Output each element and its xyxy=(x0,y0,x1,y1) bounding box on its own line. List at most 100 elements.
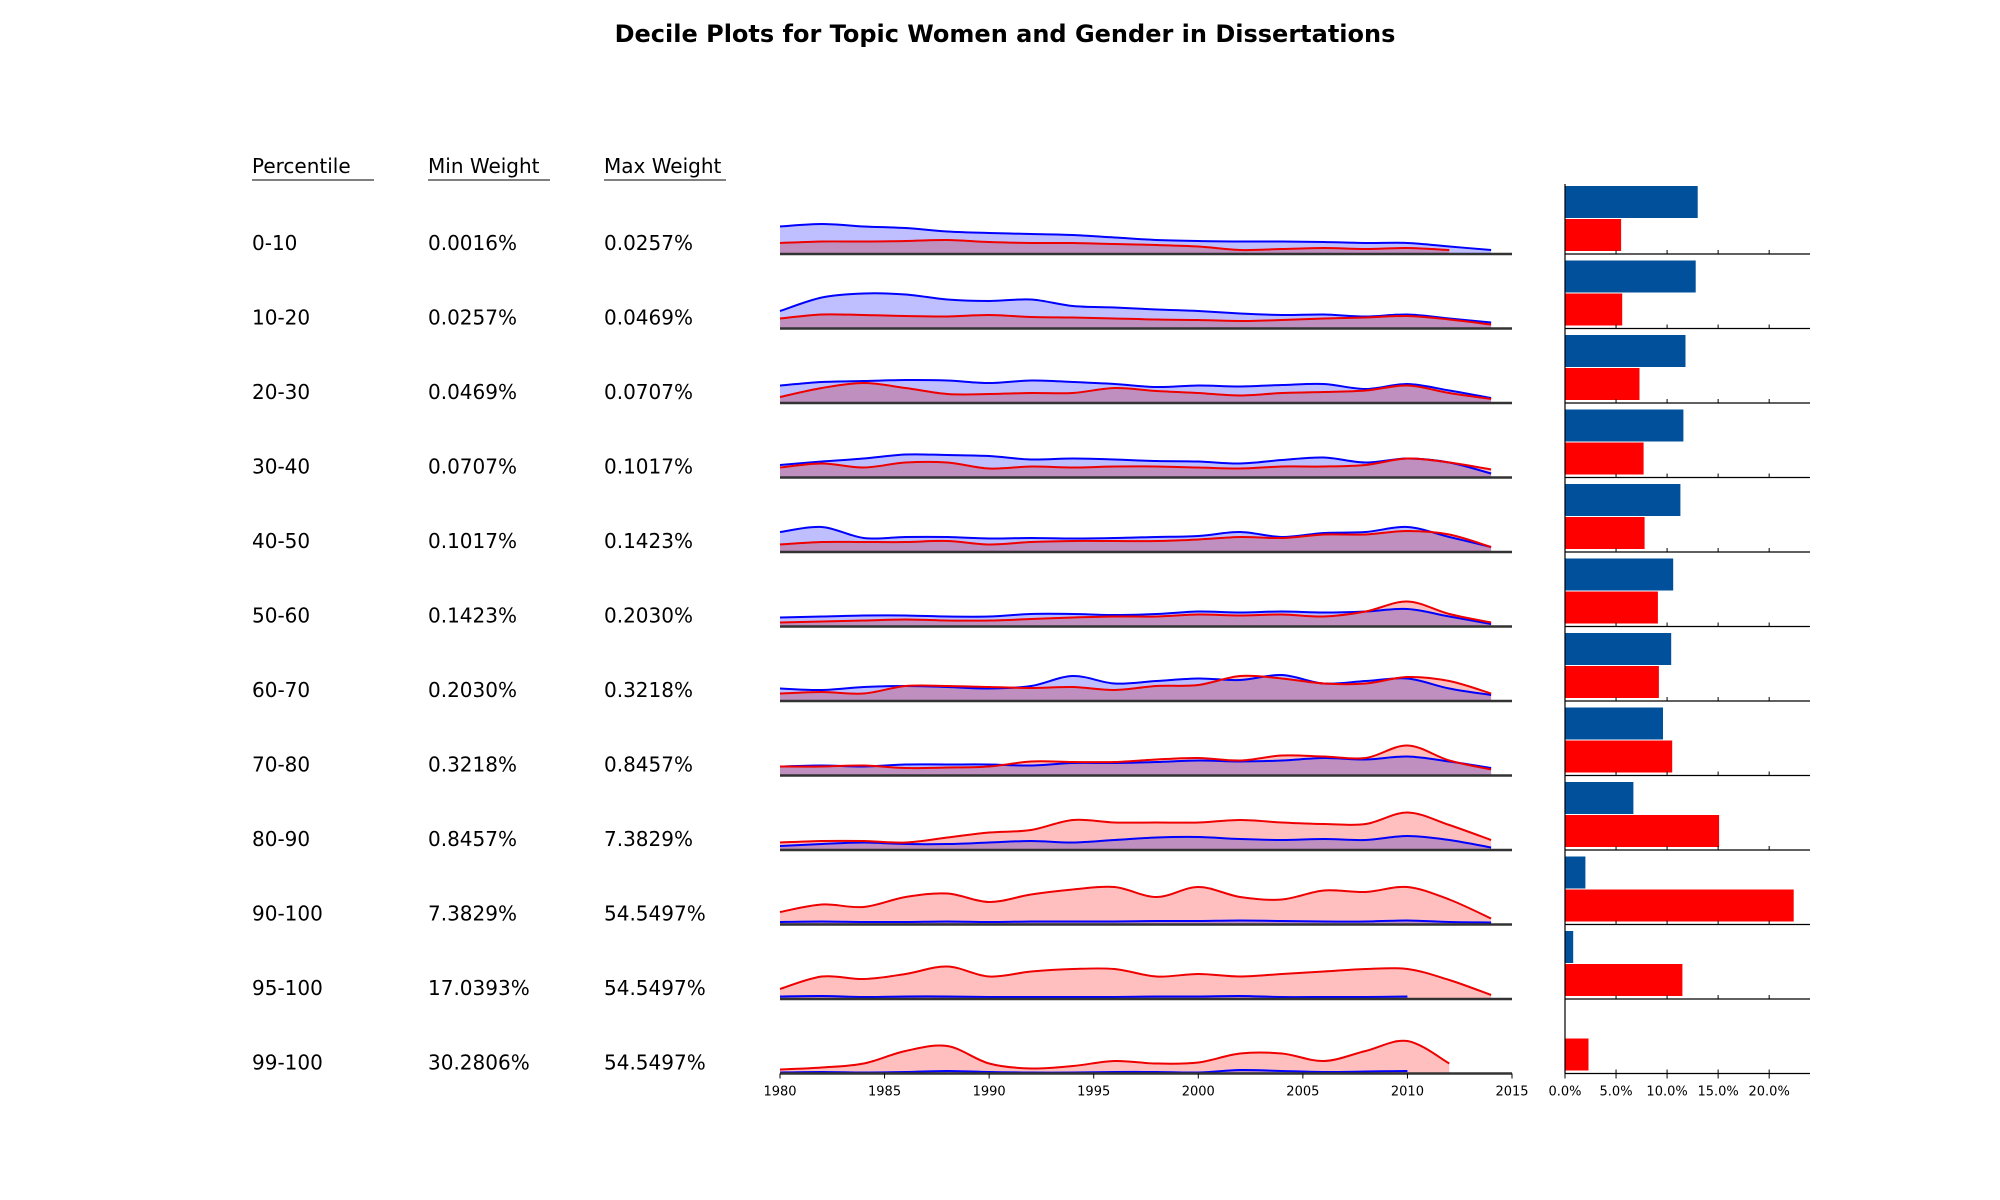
female-bar xyxy=(1565,517,1645,549)
male-bar xyxy=(1565,409,1684,442)
female-bar xyxy=(1565,442,1644,475)
percentile-cell: 20-30 xyxy=(252,380,310,404)
female-line xyxy=(779,674,1492,695)
female-line xyxy=(779,811,1492,844)
max-weight-cell: 54.5497% xyxy=(604,1051,706,1075)
percentile-cell: 80-90 xyxy=(252,827,310,851)
percentile-cell: 60-70 xyxy=(252,678,310,702)
male-line xyxy=(779,994,1408,999)
min-weight-cell: 0.2030% xyxy=(428,678,517,702)
min-weight-cell: 0.3218% xyxy=(428,753,517,777)
x-tick-label: 2015 xyxy=(1495,1085,1528,1100)
header-max-weight: Max Weight xyxy=(604,154,722,178)
max-weight-cell: 7.3829% xyxy=(604,827,693,851)
female-bar xyxy=(1565,740,1673,773)
male-bar xyxy=(1565,186,1698,218)
female-bar xyxy=(1565,964,1683,996)
male-bar xyxy=(1565,260,1696,293)
female-line xyxy=(779,238,1450,252)
percentile-cell: 30-40 xyxy=(252,455,310,479)
percentile-cell: 90-100 xyxy=(252,902,323,926)
min-weight-cell: 30.2806% xyxy=(428,1051,530,1075)
female-line xyxy=(779,965,1492,996)
male-line xyxy=(779,378,1492,399)
male-bar xyxy=(1565,707,1663,740)
max-weight-cell: 0.0707% xyxy=(604,380,693,404)
male-bar xyxy=(1565,633,1672,665)
female-line xyxy=(779,1039,1450,1071)
percentile-cell: 10-20 xyxy=(252,306,310,330)
female-bar xyxy=(1565,293,1623,326)
male-line xyxy=(779,453,1492,475)
female-line xyxy=(779,885,1492,920)
x-tick-label: 2000 xyxy=(1182,1085,1215,1100)
female-bar xyxy=(1565,666,1659,698)
female-area xyxy=(780,239,1450,254)
percentile-cell: 95-100 xyxy=(252,976,323,1000)
female-line xyxy=(779,313,1492,326)
min-weight-cell: 17.0393% xyxy=(428,976,530,1000)
female-line xyxy=(779,457,1492,471)
female-bar xyxy=(1565,368,1640,400)
female-bar xyxy=(1565,591,1658,624)
min-weight-cell: 0.8457% xyxy=(428,827,517,851)
female-area xyxy=(780,966,1492,999)
x-tick-label: 1980 xyxy=(763,1085,796,1100)
percentile-cell: 70-80 xyxy=(252,753,310,777)
min-weight-cell: 0.0257% xyxy=(428,306,517,330)
female-area xyxy=(780,383,1492,403)
max-weight-cell: 54.5497% xyxy=(604,976,706,1000)
female-bar xyxy=(1565,815,1720,847)
x-tick-label: 2005 xyxy=(1286,1085,1319,1100)
female-bar xyxy=(1565,219,1622,251)
x-tick-label: 1995 xyxy=(1077,1085,1110,1100)
male-line xyxy=(779,525,1492,548)
max-weight-cell: 0.0469% xyxy=(604,306,693,330)
axes-layer: 1980 1985 1990 1995 2000 2005 2010 2015 0.0% 5.0%… xyxy=(763,184,1790,1100)
header-min-weight: Min Weight xyxy=(428,154,540,178)
rows-layer: 0-10 0.0016% 0.0257% 10-20 0.0257% 0.0469% 20-… xyxy=(252,186,1810,1075)
male-line xyxy=(779,834,1492,849)
bar-tick-label: 0.0% xyxy=(1548,1085,1581,1100)
min-weight-cell: 7.3829% xyxy=(428,902,517,926)
x-tick-label: 1985 xyxy=(868,1085,901,1100)
female-area xyxy=(780,812,1492,850)
percentile-cell: 40-50 xyxy=(252,529,310,553)
header-percentile: Percentile xyxy=(252,154,351,178)
female-area xyxy=(780,314,1492,329)
female-area xyxy=(780,1040,1450,1074)
male-bar xyxy=(1565,335,1686,367)
female-line xyxy=(779,600,1492,624)
min-weight-cell: 0.0016% xyxy=(428,231,517,255)
x-tick-label: 2010 xyxy=(1391,1085,1424,1100)
male-bar xyxy=(1565,484,1681,516)
percentile-cell: 0-10 xyxy=(252,231,297,255)
max-weight-cell: 0.0257% xyxy=(604,231,693,255)
max-weight-cell: 54.5497% xyxy=(604,902,706,926)
male-bar xyxy=(1565,558,1674,591)
female-line xyxy=(779,529,1492,548)
chart-title: Decile Plots for Topic Women and Gender … xyxy=(615,20,1396,48)
percentile-cell: 50-60 xyxy=(252,604,310,628)
max-weight-cell: 0.8457% xyxy=(604,753,693,777)
min-weight-cell: 0.0469% xyxy=(428,380,517,404)
male-bar xyxy=(1565,856,1586,889)
female-bar xyxy=(1565,889,1794,922)
female-area xyxy=(780,458,1492,478)
max-weight-cell: 0.1017% xyxy=(604,455,693,479)
x-tick-label: 1990 xyxy=(973,1085,1006,1100)
male-line xyxy=(779,222,1492,251)
bar-tick-label: 20.0% xyxy=(1749,1085,1790,1100)
male-bar xyxy=(1565,782,1634,814)
male-line xyxy=(779,755,1492,769)
max-weight-cell: 0.1423% xyxy=(604,529,693,553)
female-area xyxy=(780,601,1492,627)
percentile-cell: 99-100 xyxy=(252,1051,323,1075)
female-line xyxy=(779,381,1492,400)
min-weight-cell: 0.0707% xyxy=(428,455,517,479)
min-weight-cell: 0.1017% xyxy=(428,529,517,553)
male-bar xyxy=(1565,931,1574,963)
bar-tick-label: 10.0% xyxy=(1646,1085,1687,1100)
female-line xyxy=(779,744,1492,771)
